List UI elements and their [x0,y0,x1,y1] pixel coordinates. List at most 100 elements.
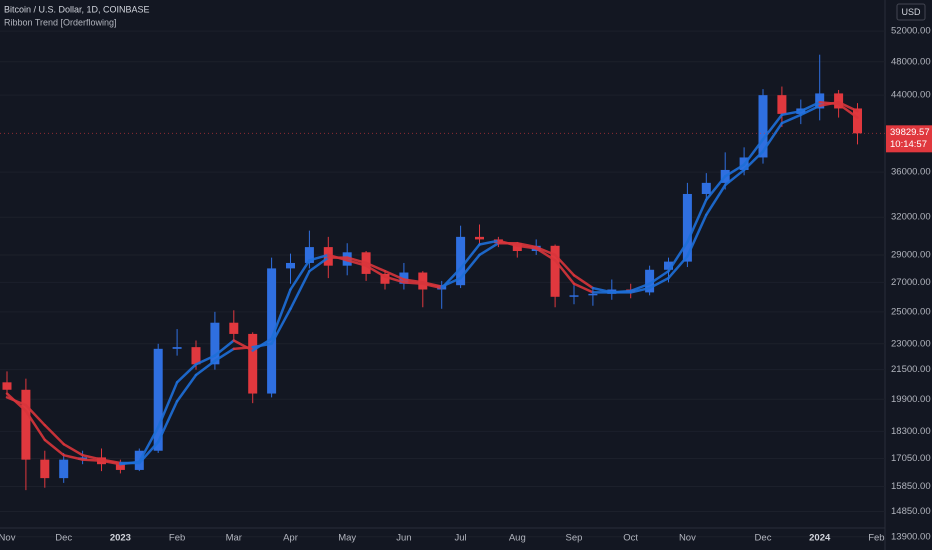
candle-body [2,382,12,390]
y-tick-label: 18300.00 [891,426,931,437]
candle-body [191,347,201,365]
x-tick-label: Feb [868,533,884,544]
candle-body [286,262,295,269]
y-tick-label: 23000.00 [891,338,931,349]
ribbon-fast [364,264,387,278]
ribbon-fast [43,438,65,457]
x-tick-label: 2024 [809,533,831,544]
y-tick-label: 27000.00 [891,277,931,288]
ribbon-slow [780,113,803,125]
ribbon-slow [705,183,727,217]
candle-body [40,459,50,479]
ribbon-fast [24,409,47,442]
ribbon-fast [799,100,821,113]
candle-body [550,245,560,297]
y-tick-label: 32000.00 [891,212,931,223]
ribbon-slow [459,253,481,280]
ribbon-fast [402,281,425,286]
y-tick-label: 25000.00 [891,306,931,317]
ribbon-slow [572,274,595,290]
candle-body [153,348,163,451]
ribbon-fast [742,138,765,166]
ribbon-slow [440,276,462,288]
y-tick-label: 36000.00 [891,167,931,178]
ribbon-slow [686,213,708,258]
ribbon-slow [799,104,821,117]
y-tick-label: 48000.00 [891,56,931,67]
ribbon-slow [62,442,84,457]
ribbon-fast [308,253,330,262]
candle-body [834,93,844,109]
ribbon-fast [629,282,651,293]
ribbon-fast [553,259,576,286]
countdown: 10:14:57 [890,139,927,150]
ribbon-fast [516,244,538,250]
ribbon-fast [572,282,595,294]
ribbon-slow [421,281,443,288]
y-tick-label: 19900.00 [891,394,931,405]
ribbon-fast [232,339,254,352]
plot [0,54,885,491]
candle-body [475,236,484,240]
ribbon-slow [81,453,103,461]
ribbon-fast [156,381,179,429]
x-tick-label: Nov [0,533,16,544]
ribbon-fast [213,339,236,357]
y-tick-label: 14850.00 [891,506,931,517]
x-tick-label: Feb [169,533,185,544]
axes: 52000.00 48000.00 44000.00 36000.00 32000.00… [0,26,932,544]
chart-title: Bitcoin / U.S. Dollar, 1D, COINBASE [4,4,150,14]
ribbon-slow [194,359,217,377]
ribbon-fast [138,425,160,464]
x-tick-label: Mar [226,533,242,544]
ribbon-fast [667,240,689,273]
ribbon-slow [667,255,689,280]
candle-body [21,389,31,460]
candle-body [588,293,598,296]
ribbon-fast [686,198,708,244]
indicator-name: Ribbon Trend [Orderflowing] [4,17,117,27]
ribbon-fast [270,288,292,341]
ribbon-fast [723,163,746,178]
candle-body [758,95,768,158]
currency-button[interactable] [896,3,926,21]
ribbon-slow [5,396,28,407]
candle-body [304,247,314,263]
ribbon-slow [837,100,859,113]
ribbon-slow [383,269,406,281]
x-tick-label: Dec [55,533,72,544]
x-tick-label: 2023 [110,533,131,544]
ribbon-slow [364,261,387,273]
currency[interactable]: USD [901,7,921,17]
y-tick-label: 29000.00 [891,249,931,260]
ribbon-slow [761,121,784,153]
ribbon-slow [175,373,198,403]
x-tick-label: Oct [623,533,638,544]
ribbon-fast [345,259,368,267]
ribbon-slow [308,256,330,273]
x-tick-label: May [338,533,356,544]
ribbon-fast [175,363,198,384]
x-tick-label: Aug [509,533,526,544]
ribbon-fast [81,458,103,463]
y-tick-label: 15850.00 [891,481,931,492]
ribbon-slow [629,286,651,294]
candle-body [267,268,277,394]
x-tick-label: Nov [679,533,696,544]
ribbon-fast [478,239,500,246]
ribbon-slow [270,307,292,346]
ribbon-fast [648,269,670,286]
x-tick-label: Jul [455,533,467,544]
y-tick-label: 44000.00 [891,90,931,101]
ribbon-slow [516,241,538,249]
x-tick-label: Dec [755,533,772,544]
candle-body [569,295,579,297]
ribbon-slow [742,150,765,172]
candle-body [248,333,258,394]
candle-body [682,193,692,262]
candle-body [815,93,825,109]
last-price-tag [886,125,932,153]
ribbon-slow [818,100,840,108]
candle-body [172,347,182,349]
